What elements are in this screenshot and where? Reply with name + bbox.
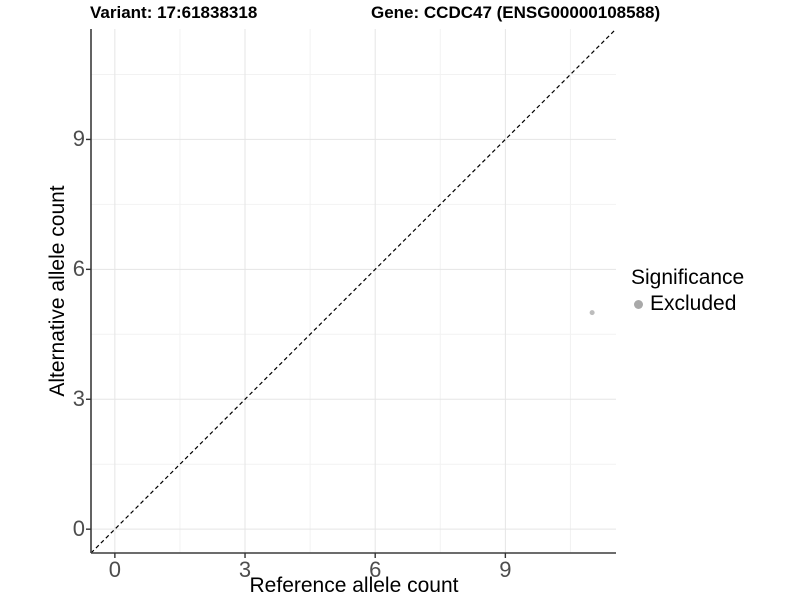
legend-entries: Excluded [629, 292, 744, 316]
x-axis-label: Reference allele count [249, 574, 459, 597]
data-point [589, 310, 595, 316]
legend: Significance Excluded [629, 266, 744, 316]
x-tick-label: 9 [499, 557, 512, 582]
legend-entry-label: Excluded [650, 292, 737, 315]
x-tick-label: 0 [108, 557, 121, 582]
x-tick-label: 6 [369, 557, 382, 582]
y-tick-label: 3 [72, 386, 85, 412]
y-tick-label: 6 [72, 256, 85, 282]
axis-lines [90, 29, 616, 554]
y-axis-label: Alternative allele count [46, 185, 69, 397]
y-tick-label: 0 [72, 516, 85, 542]
legend-point-icon [634, 299, 643, 309]
minor-gridlines [91, 29, 616, 553]
legend-title: Significance [631, 266, 745, 289]
y-tick-label: 9 [72, 126, 85, 152]
x-tick-label: 3 [238, 557, 252, 582]
major-gridlines [91, 29, 616, 553]
legend-entry: Excluded [629, 292, 744, 316]
gene-title: Gene: CCDC47 (ENSG00000108588) [371, 3, 661, 22]
axis-tick-marks [86, 138, 507, 558]
identity-line [90, 28, 617, 554]
variant-title: Variant: 17:61838318 [90, 3, 258, 22]
